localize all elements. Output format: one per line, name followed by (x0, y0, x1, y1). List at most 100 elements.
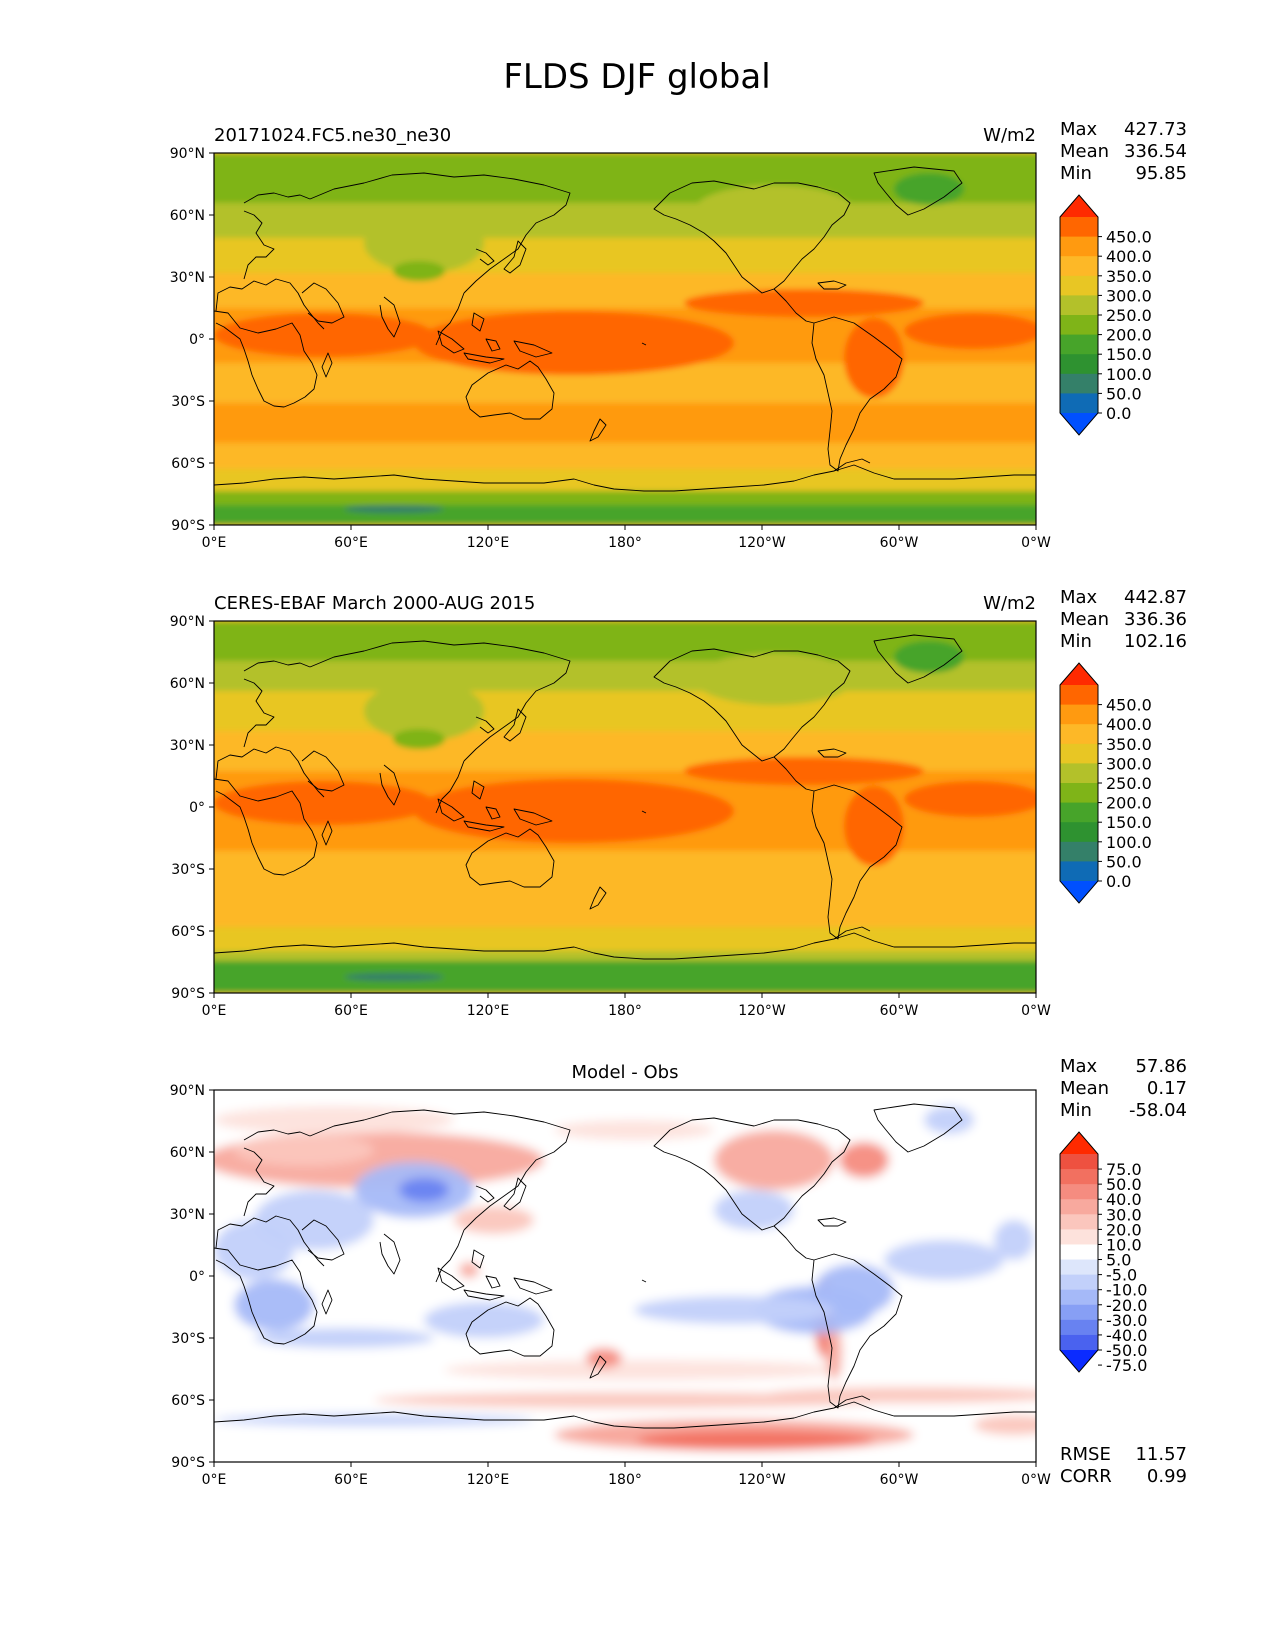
colorbar-segment (1060, 1199, 1098, 1215)
stat-value: 336.54 (1124, 141, 1187, 162)
field (214, 621, 1036, 993)
stat-value: 442.87 (1124, 587, 1187, 608)
anomaly-blob (454, 1206, 534, 1234)
colorbar-segment (1060, 1304, 1098, 1321)
colorbar-tick-label: 250.0 (1106, 774, 1152, 793)
lon-tick-label: 0°W (1021, 1003, 1051, 1019)
anomaly-blob (974, 1415, 1036, 1435)
colorbar-extend-top (1060, 663, 1098, 685)
field-band (214, 403, 1036, 443)
stat-value: 102.16 (1124, 631, 1187, 652)
colorbar-extend-top (1060, 195, 1098, 217)
colorbar-segment (1060, 763, 1098, 784)
colorbar-segment (1060, 1289, 1098, 1306)
stat-value: 336.36 (1124, 609, 1187, 630)
anomaly-blob (714, 1190, 794, 1230)
colorbar-tick-label: 200.0 (1106, 326, 1152, 345)
field-band (214, 469, 1036, 491)
colorbar-tick-label: 300.0 (1106, 286, 1152, 305)
anomaly-blob (424, 1302, 544, 1338)
colorbar-segment (1060, 1244, 1098, 1261)
stat-label: Mean (1060, 1078, 1109, 1099)
panel-title: Model - Obs (572, 1062, 679, 1083)
colorbar-segment (1060, 334, 1098, 355)
colorbar-tick-label: 5.0 (1106, 1251, 1131, 1270)
lat-tick-label: 30°S (171, 1331, 205, 1347)
colorbar-segment (1060, 1319, 1098, 1336)
lon-tick-label: 60°W (880, 1003, 919, 1019)
colorbar-segment (1060, 354, 1098, 375)
colorbar-tick-label: 50.0 (1106, 1175, 1142, 1194)
anomaly-blob (214, 1414, 534, 1426)
cold-tibet (393, 261, 445, 281)
lat-tick-label: 90°N (170, 1083, 205, 1099)
colorbar-extend-bottom (1060, 881, 1098, 903)
lat-tick-label: 60°N (170, 208, 205, 224)
field-band (214, 851, 1036, 891)
field-band (214, 443, 1036, 469)
cold-greenland (894, 641, 964, 673)
colorbar-segment (1060, 256, 1098, 277)
panel-title: 20171024.FC5.ne30_ne30 (214, 125, 451, 146)
colorbar-tick-label: -10.0 (1106, 1281, 1147, 1300)
colorbar-tick-label: 400.0 (1106, 247, 1152, 266)
cold-antarctic-patch (344, 505, 444, 513)
anomaly-blob (554, 1120, 714, 1140)
lon-tick-label: 60°E (334, 1472, 368, 1488)
anomaly-blob (634, 1296, 834, 1324)
field (214, 1090, 1036, 1462)
lon-tick-label: 120°W (738, 535, 786, 551)
stat-label: RMSE (1060, 1444, 1111, 1465)
anomaly-blob (444, 1360, 844, 1380)
field-band (214, 731, 1036, 771)
lat-tick-label: 60°S (171, 1393, 205, 1409)
anomaly-blob (234, 1134, 374, 1166)
anomaly-blob (584, 1427, 644, 1443)
colorbar-extend-top (1060, 1132, 1098, 1154)
colorbar-segment (1060, 704, 1098, 725)
lon-tick-label: 0°E (202, 1003, 227, 1019)
lat-tick-label: 60°N (170, 676, 205, 692)
lon-tick-label: 60°E (334, 1003, 368, 1019)
panel-units: W/m2 (983, 125, 1036, 146)
lon-tick-label: 180° (608, 535, 642, 551)
map: 90°N 60°N 30°N 0° 30°S 60°S 90°S0°E 60°E 120°E 18… (170, 1083, 1051, 1488)
field-band (214, 273, 1036, 308)
stat-value: 427.73 (1124, 119, 1187, 140)
anomaly-blob (214, 1220, 294, 1280)
lat-tick-label: 60°S (171, 456, 205, 472)
warm-pool-atlantic (904, 313, 1036, 349)
lon-tick-label: 120°W (738, 1472, 786, 1488)
warm-south-america (844, 786, 904, 866)
colorbar-tick-label: 200.0 (1106, 794, 1152, 813)
map-clip (214, 153, 1036, 525)
colorbar: 450.0400.0350.0300.0250.0200.0150.0100.0… (1059, 194, 1152, 436)
colorbar-segment (1060, 236, 1098, 257)
stat-label: Min (1060, 163, 1092, 184)
cold-antarctic-patch (344, 973, 444, 981)
stat-value: 11.57 (1135, 1444, 1187, 1465)
stat-label: Max (1060, 587, 1098, 608)
colorbar-segment (1060, 861, 1098, 882)
colorbar-segment (1060, 1154, 1098, 1170)
lon-tick-label: 180° (608, 1472, 642, 1488)
colorbar-tick-label: 10.0 (1106, 1235, 1142, 1254)
cold-greenland (894, 173, 964, 205)
anomaly-blob (586, 1348, 622, 1368)
colorbar-tick-label: 150.0 (1106, 813, 1152, 832)
stat-label: Min (1060, 1100, 1092, 1121)
lat-tick-label: 30°S (171, 394, 205, 410)
anomaly-blob (234, 1279, 314, 1331)
field-band (214, 505, 1036, 525)
colorbar-segment (1060, 1334, 1098, 1351)
cold-asia (364, 681, 484, 741)
warm-pool-east-pacific (684, 289, 924, 317)
panel-3: Model - Obs 90°N 60°N 30°N 0° 30°S 60°S 90°S0°E… (170, 1056, 1187, 1488)
warm-pool-indian (214, 313, 434, 357)
colorbar-segment (1060, 783, 1098, 804)
warm-pool-pacific (414, 311, 734, 375)
suptitle: FLDS DJF global (503, 57, 770, 97)
stat-value: 0.99 (1147, 1466, 1187, 1487)
lat-tick-label: 60°N (170, 1145, 205, 1161)
